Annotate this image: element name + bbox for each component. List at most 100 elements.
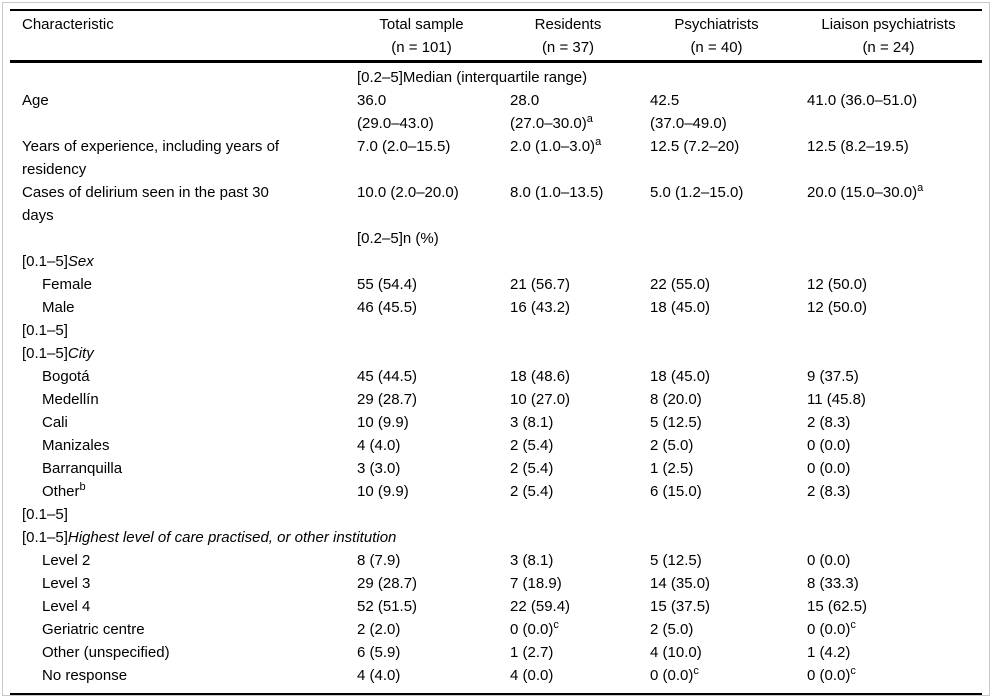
cell-residents: 21 (56.7) <box>510 276 571 293</box>
cell-residents: 16 (43.2) <box>510 299 571 316</box>
cell-liaison-psychiatrists: 0 (0.0)c <box>807 619 856 639</box>
section-row-label: [0.1–5]Highest level of care practised, … <box>22 529 397 546</box>
table-row: Male 46 (45.5) 16 (43.2) 18 (45.0) 12 (50.0) <box>10 296 982 319</box>
table-row: Cali 10 (9.9) 3 (8.1) 5 (12.5) 2 (8.3) <box>10 411 982 434</box>
header-n: (n = 101) <box>391 39 452 56</box>
header-row: Characteristic Total sample (n = 101) Re… <box>10 9 982 63</box>
table-row: Level 2 8 (7.9) 3 (8.1) 5 (12.5) 0 (0.0) <box>10 549 982 572</box>
table-row: [0.1–5] <box>10 503 982 526</box>
cell-liaison-psychiatrists: 41.0 (36.0–51.0) <box>807 92 918 109</box>
cell-residents: 3 (8.1) <box>510 414 554 431</box>
cell-total-sample: 45 (44.5) <box>357 368 418 385</box>
row-label <box>10 62 345 90</box>
cell-total-sample: 46 (45.5) <box>357 299 418 316</box>
cell-psychiatrists: 22 (55.0) <box>650 276 711 293</box>
section-row-label: [0.1–5] <box>22 322 68 339</box>
table-row: Level 4 52 (51.5) 22 (59.4) 15 (37.5) 15 (62… <box>10 595 982 618</box>
cell-psychiatrists: 5 (12.5) <box>650 552 702 569</box>
cell-psychiatrists: 18 (45.0) <box>650 299 711 316</box>
header-label: Psychiatrists <box>674 16 759 33</box>
header-n: (n = 24) <box>862 39 915 56</box>
row-label: Barranquilla <box>42 460 123 477</box>
table-row: Age 36.0 (29.0–43.0) 28.0 (27.0–30.0)a 42.5 (3… <box>10 89 982 135</box>
row-label: Years of experience, including years of r… <box>22 138 280 178</box>
table-row: [0.2–5]n (%) <box>10 227 982 250</box>
table-row: [0.1–5]Highest level of care practised, … <box>10 526 982 549</box>
header-characteristic: Characteristic <box>10 9 345 63</box>
cell-liaison-psychiatrists: 0 (0.0) <box>807 552 851 569</box>
header-label: Residents <box>534 16 602 33</box>
row-label: Manizales <box>42 437 110 454</box>
cell-residents: 22 (59.4) <box>510 598 571 615</box>
cell-total-sample: 6 (5.9) <box>357 644 401 661</box>
cell-residents: 2 (5.4) <box>510 483 554 500</box>
table-row: Bogotá 45 (44.5) 18 (48.6) 18 (45.0) 9 (37.5… <box>10 365 982 388</box>
cell-psychiatrists: 1 (2.5) <box>650 460 694 477</box>
cell-liaison-psychiatrists: 20.0 (15.0–30.0)a <box>807 182 924 202</box>
cell-liaison-psychiatrists: 2 (8.3) <box>807 414 851 431</box>
table-row: Years of experience, including years of r… <box>10 135 982 181</box>
table-body: [0.2–5]Median (interquartile range) Age 36… <box>10 62 982 695</box>
row-label: Cases of delirium seen in the past 30 day… <box>22 184 269 224</box>
table-row: Cases of delirium seen in the past 30 day… <box>10 181 982 227</box>
cell-residents: 10 (27.0) <box>510 391 571 408</box>
cell-total-sample: 29 (28.7) <box>357 391 418 408</box>
cell-liaison-psychiatrists: 0 (0.0) <box>807 460 851 477</box>
cell-residents: 4 (0.0) <box>510 667 554 684</box>
cell-liaison-psychiatrists: 2 (8.3) <box>807 483 851 500</box>
header-label: Total sample <box>379 16 464 33</box>
row-label: Bogotá <box>42 368 90 385</box>
row-label: Level 4 <box>42 598 91 615</box>
cell-liaison-psychiatrists: 9 (37.5) <box>807 368 859 385</box>
table-row: Otherb 10 (9.9) 2 (5.4) 6 (15.0) 2 (8.3) <box>10 480 982 503</box>
cell-liaison-psychiatrists: 12 (50.0) <box>807 276 868 293</box>
cell-liaison-psychiatrists: 15 (62.5) <box>807 598 868 615</box>
cell-total-sample: 55 (54.4) <box>357 276 418 293</box>
cell-psychiatrists: 4 (10.0) <box>650 644 702 661</box>
cell-psychiatrists: 12.5 (7.2–20) <box>650 138 740 155</box>
cell-total-sample: 10.0 (2.0–20.0) <box>357 184 459 201</box>
cell-residents: 28.0 (27.0–30.0)a <box>510 92 593 132</box>
row-label: No response <box>42 667 128 684</box>
table-row: Level 3 29 (28.7) 7 (18.9) 14 (35.0) 8 (33.3… <box>10 572 982 595</box>
row-label: Age <box>22 92 49 109</box>
cell-psychiatrists: 5.0 (1.2–15.0) <box>650 184 744 201</box>
row-label: Geriatric centre <box>42 621 145 638</box>
section-row-label: [0.1–5] <box>22 506 68 523</box>
row-label: Level 3 <box>42 575 91 592</box>
header-total-sample: Total sample (n = 101) <box>345 9 498 63</box>
header-label: Liaison psychiatrists <box>821 16 956 33</box>
row-label: Female <box>42 276 93 293</box>
cell-residents: 2.0 (1.0–3.0)a <box>510 136 602 156</box>
cell-total-sample: 10 (9.9) <box>357 483 409 500</box>
cell-psychiatrists: 14 (35.0) <box>650 575 711 592</box>
cell-residents: 2 (5.4) <box>510 437 554 454</box>
cell-total-sample: 2 (2.0) <box>357 621 401 638</box>
cell-liaison-psychiatrists: 11 (45.8) <box>807 391 866 408</box>
table-row: Geriatric centre 2 (2.0) 0 (0.0)c 2 (5.0) 0 … <box>10 618 982 641</box>
header-n: (n = 37) <box>541 39 595 56</box>
table-row: Barranquilla 3 (3.0) 2 (5.4) 1 (2.5) 0 (0.0) <box>10 457 982 480</box>
unit-row-label: [0.2–5]n (%) <box>357 230 439 247</box>
row-label: Other (unspecified) <box>42 644 170 661</box>
cell-psychiatrists: 42.5 (37.0–49.0) <box>650 92 727 132</box>
cell-total-sample: 3 (3.0) <box>357 460 401 477</box>
section-row-label: [0.1–5]City <box>22 345 94 362</box>
cell-total-sample: 7.0 (2.0–15.5) <box>357 138 451 155</box>
table-row: [0.1–5]City <box>10 342 982 365</box>
table-row: Other (unspecified) 6 (5.9) 1 (2.7) 4 (10.0… <box>10 641 982 664</box>
cell-residents: 2 (5.4) <box>510 460 554 477</box>
cell-psychiatrists: 6 (15.0) <box>650 483 702 500</box>
cell-residents: 7 (18.9) <box>510 575 562 592</box>
cell-residents: 0 (0.0)c <box>510 619 559 639</box>
characteristics-table: Characteristic Total sample (n = 101) Re… <box>10 9 982 695</box>
cell-psychiatrists: 2 (5.0) <box>650 437 694 454</box>
cell-psychiatrists: 0 (0.0)c <box>650 665 699 685</box>
cell-total-sample: 29 (28.7) <box>357 575 418 592</box>
cell-liaison-psychiatrists: 0 (0.0) <box>807 437 851 454</box>
cell-residents: 1 (2.7) <box>510 644 554 661</box>
table-row: Female 55 (54.4) 21 (56.7) 22 (55.0) 12 (50.… <box>10 273 982 296</box>
cell-psychiatrists: 2 (5.0) <box>650 621 694 638</box>
table-row: [0.2–5]Median (interquartile range) <box>10 62 982 90</box>
header-residents: Residents (n = 37) <box>498 9 638 63</box>
